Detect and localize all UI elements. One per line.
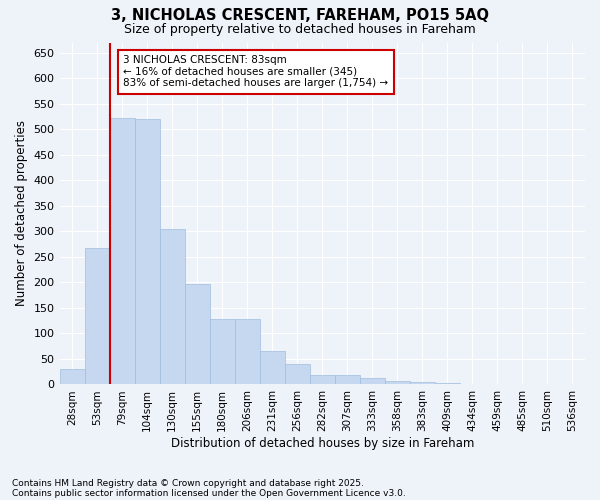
Bar [160, 229, 185, 384]
Bar [185, 284, 209, 384]
Bar [410, 382, 435, 384]
Bar [85, 248, 110, 384]
Bar [110, 118, 134, 384]
Bar [134, 119, 160, 384]
Bar [385, 382, 410, 384]
X-axis label: Distribution of detached houses by size in Fareham: Distribution of detached houses by size … [170, 437, 474, 450]
Text: Size of property relative to detached houses in Fareham: Size of property relative to detached ho… [124, 22, 476, 36]
Text: 3 NICHOLAS CRESCENT: 83sqm
← 16% of detached houses are smaller (345)
83% of sem: 3 NICHOLAS CRESCENT: 83sqm ← 16% of deta… [124, 56, 388, 88]
Text: Contains HM Land Registry data © Crown copyright and database right 2025.: Contains HM Land Registry data © Crown c… [12, 478, 364, 488]
Bar [260, 352, 285, 384]
Text: Contains public sector information licensed under the Open Government Licence v3: Contains public sector information licen… [12, 488, 406, 498]
Y-axis label: Number of detached properties: Number of detached properties [15, 120, 28, 306]
Bar [59, 369, 85, 384]
Text: 3, NICHOLAS CRESCENT, FAREHAM, PO15 5AQ: 3, NICHOLAS CRESCENT, FAREHAM, PO15 5AQ [111, 8, 489, 22]
Bar [235, 319, 260, 384]
Bar [360, 378, 385, 384]
Bar [310, 375, 335, 384]
Bar [209, 319, 235, 384]
Bar [285, 364, 310, 384]
Bar [335, 376, 360, 384]
